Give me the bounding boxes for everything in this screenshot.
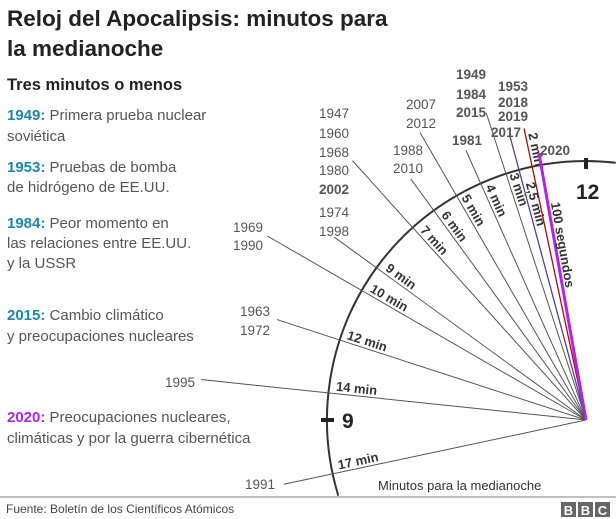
year-label: 1990 <box>233 238 263 253</box>
event-year: 2015: <box>7 307 50 324</box>
event-text: 1984: Peor momento en <box>7 215 169 232</box>
event-text: 2020: Preocupaciones nucleares, <box>7 409 231 426</box>
year-label: 2007 <box>406 97 436 112</box>
event-text: soviética <box>7 128 66 145</box>
event-year: 1953: <box>7 159 50 176</box>
event-text: 1953: Pruebas de bomba <box>7 159 177 176</box>
mark-line <box>485 112 587 421</box>
year-label: 2018 <box>498 95 529 110</box>
year-label: 1969 <box>233 220 263 235</box>
event-text: de hidrógeno de EE.UU. <box>7 179 170 196</box>
subtitle: Tres minutos o menos <box>7 76 182 94</box>
minutes-label: 12 min <box>345 328 389 355</box>
mark-line <box>201 379 587 421</box>
mark-line <box>283 419 587 485</box>
title-line-2: la medianoche <box>7 36 163 61</box>
event-text: 2015: Cambio climático <box>7 307 164 324</box>
year-label: 1980 <box>319 163 349 178</box>
events-list: 1949: Primera prueba nuclear soviética 195… <box>7 107 251 447</box>
bbc-logo: B B C <box>561 502 610 518</box>
year-label: 1947 <box>319 106 349 121</box>
hour-9-label: 9 <box>342 410 354 433</box>
hour-12-label: 12 <box>576 181 599 204</box>
year-label: 1974 <box>319 205 350 220</box>
title-line-1: Reloj del Apocalipsis: minutos para <box>7 6 388 31</box>
minutes-label: 100 segundos <box>548 201 578 289</box>
year-label: 1984 <box>456 87 487 102</box>
event-year: 2020: <box>7 409 50 426</box>
mark-line <box>410 178 587 421</box>
source-text: Fuente: Boletín de los Científicos Atómi… <box>6 502 234 516</box>
mark-line <box>334 236 587 421</box>
event-text: y preocupaciones nucleares <box>7 328 194 345</box>
year-label: 1949 <box>456 67 486 82</box>
year-label: 2017 <box>491 125 521 140</box>
event-text: climáticas y por la guerra cibernética <box>7 430 251 447</box>
year-label: 2010 <box>393 161 423 176</box>
mark-line <box>276 319 587 421</box>
year-label: 1995 <box>165 375 195 390</box>
year-label: 1953 <box>498 79 529 94</box>
minutes-label: 14 min <box>335 379 378 398</box>
year-label: 1991 <box>245 477 275 492</box>
mark-line <box>267 235 587 421</box>
minutes-label: 5 min <box>459 192 489 229</box>
year-label: 1963 <box>240 304 270 319</box>
event-text: las relaciones entre EE.UU. <box>7 235 191 252</box>
year-label: 2002 <box>319 182 349 197</box>
mark-line <box>523 128 587 421</box>
event-year: 1949: <box>7 107 50 124</box>
year-label: 1968 <box>319 145 349 160</box>
year-label: 1981 <box>452 133 483 148</box>
svg-text:B: B <box>581 503 590 518</box>
year-label: 1988 <box>393 143 423 158</box>
year-label: 2012 <box>406 116 436 131</box>
minutes-label: 4 min <box>483 182 511 219</box>
axis-note: Minutos para la medianoche <box>378 478 541 493</box>
event-text: y la USSR <box>7 255 76 272</box>
event-text: 1949: Primera prueba nuclear <box>7 107 206 124</box>
year-label: 2015 <box>456 105 487 120</box>
year-label: 2019 <box>498 109 528 124</box>
mark-line <box>509 136 587 421</box>
mark-line <box>465 150 587 421</box>
svg-text:B: B <box>564 503 573 518</box>
svg-text:C: C <box>598 503 608 518</box>
year-label: 2020 <box>540 143 570 158</box>
year-label: 1972 <box>240 323 270 338</box>
mark-line <box>537 152 588 421</box>
year-label: 1960 <box>319 126 349 141</box>
event-year: 1984: <box>7 215 50 232</box>
mark-line <box>352 160 587 421</box>
minutes-label: 2 min <box>525 131 547 167</box>
year-label: 1998 <box>319 224 349 239</box>
mark-line <box>419 132 587 421</box>
